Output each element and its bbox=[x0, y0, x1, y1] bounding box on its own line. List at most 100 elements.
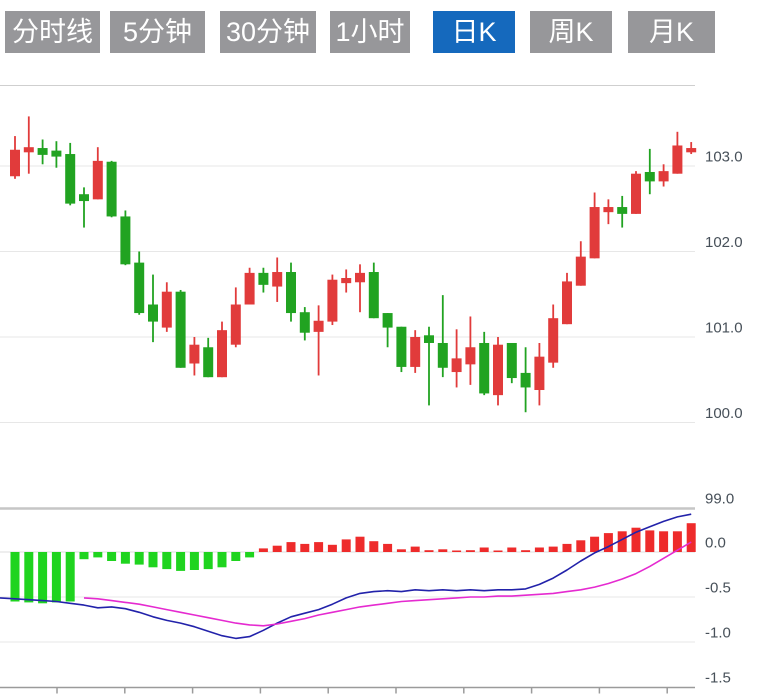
candle-body bbox=[79, 194, 89, 202]
macd-histogram-bar bbox=[258, 548, 268, 552]
candle-body bbox=[23, 147, 34, 153]
candle-body bbox=[548, 318, 559, 363]
macd-histogram-bar bbox=[10, 552, 20, 602]
macd-histogram-bar bbox=[286, 542, 296, 552]
candle-body bbox=[479, 342, 490, 394]
candle-body bbox=[120, 216, 131, 265]
candle-body bbox=[437, 342, 448, 368]
candle-body bbox=[686, 148, 697, 153]
candle-body bbox=[617, 207, 628, 214]
macd-histogram-bar bbox=[672, 531, 682, 552]
candle-body bbox=[520, 372, 531, 388]
candle-body bbox=[575, 256, 586, 286]
macd-histogram-bar bbox=[134, 552, 144, 565]
macd-histogram-bar bbox=[51, 552, 61, 603]
macd-histogram-bar bbox=[120, 552, 130, 564]
macd-histogram-bar bbox=[341, 539, 351, 552]
macd-histogram-bar bbox=[162, 552, 172, 570]
macd-histogram-bar bbox=[548, 546, 558, 552]
macd-histogram-bar bbox=[465, 550, 475, 552]
tab-30min[interactable]: 30分钟 bbox=[220, 11, 316, 53]
macd-histogram-bar bbox=[217, 552, 227, 568]
macd-histogram-bar bbox=[203, 552, 213, 570]
macd-histogram-bar bbox=[369, 541, 379, 552]
tab-weekly-k[interactable]: 周K bbox=[530, 11, 612, 53]
macd-histogram-bar bbox=[93, 552, 103, 558]
tab-monthly-k[interactable]: 月K bbox=[628, 11, 715, 53]
candle-body bbox=[644, 171, 655, 182]
candle-body bbox=[589, 207, 600, 259]
candle-body bbox=[92, 160, 103, 200]
candle-body bbox=[493, 344, 503, 396]
candle-body bbox=[424, 335, 434, 343]
candle-body bbox=[299, 312, 310, 333]
candle-body bbox=[562, 281, 572, 325]
macd-histogram-bar bbox=[438, 549, 448, 552]
candle-body bbox=[51, 150, 62, 157]
candle-body bbox=[313, 320, 324, 332]
macd-histogram-bar bbox=[590, 536, 600, 552]
macd-axis-label: -1.5 bbox=[705, 670, 731, 687]
macd-histogram-bar bbox=[231, 552, 241, 561]
macd-histogram-bar bbox=[65, 552, 75, 602]
candle-body bbox=[203, 347, 214, 378]
tab-timeline[interactable]: 分时线 bbox=[5, 11, 100, 53]
dea-line bbox=[83, 541, 692, 627]
macd-histogram-bar bbox=[176, 552, 186, 571]
candle-body bbox=[658, 171, 669, 182]
macd-histogram-bar bbox=[383, 543, 393, 552]
price-axis-label: 102.0 bbox=[705, 234, 743, 251]
macd-histogram-bar bbox=[493, 550, 503, 552]
macd-histogram-bar bbox=[410, 546, 420, 552]
candle-body bbox=[37, 148, 48, 155]
tab-daily-k[interactable]: 日K bbox=[433, 11, 515, 53]
candle-body bbox=[534, 356, 545, 391]
macd-histogram-bar bbox=[300, 543, 310, 552]
candle-body bbox=[189, 344, 200, 364]
macd-axis-label: 0.0 bbox=[705, 535, 726, 552]
macd-histogram-bar bbox=[272, 545, 282, 552]
candle-body bbox=[631, 173, 641, 214]
macd-histogram-bar bbox=[645, 530, 655, 552]
candle-body bbox=[134, 262, 145, 314]
macd-histogram-bar bbox=[245, 552, 255, 558]
price-axis-label: 101.0 bbox=[705, 320, 743, 337]
macd-histogram-bar bbox=[424, 550, 434, 552]
candle-body bbox=[106, 161, 117, 217]
candle-body bbox=[286, 272, 296, 314]
candle-body bbox=[10, 149, 20, 177]
candle-body bbox=[368, 272, 379, 319]
macd-histogram-bar bbox=[659, 531, 669, 552]
tab-5min[interactable]: 5分钟 bbox=[110, 11, 205, 53]
tab-1hour[interactable]: 1小时 bbox=[330, 11, 410, 53]
dif-line bbox=[0, 513, 692, 640]
candle-body bbox=[603, 207, 614, 213]
macd-axis-label: -0.5 bbox=[705, 580, 731, 597]
candle-body bbox=[341, 278, 352, 284]
price-axis-label: 100.0 bbox=[705, 405, 743, 422]
candle-body bbox=[175, 291, 186, 368]
macd-histogram-bar bbox=[314, 542, 324, 552]
macd-histogram-bar bbox=[355, 536, 365, 552]
macd-histogram-bar bbox=[396, 549, 406, 552]
macd-histogram-bar bbox=[631, 527, 641, 552]
macd-histogram-bar bbox=[327, 544, 337, 552]
macd-histogram-bar bbox=[38, 552, 48, 604]
candle-body bbox=[506, 342, 517, 379]
candle-body bbox=[410, 337, 421, 367]
macd-histogram-bar bbox=[617, 531, 627, 552]
candle-body bbox=[230, 304, 241, 345]
candle-body bbox=[65, 154, 76, 204]
candle-body bbox=[396, 326, 407, 367]
macd-histogram-bar bbox=[686, 523, 696, 552]
candle-body bbox=[148, 304, 158, 322]
candle-body bbox=[451, 358, 462, 373]
candle-body bbox=[217, 330, 227, 378]
macd-axis-label: -1.0 bbox=[705, 625, 731, 642]
price-axis-label: 103.0 bbox=[705, 149, 743, 166]
macd-histogram-bar bbox=[576, 540, 586, 552]
macd-histogram-bar bbox=[148, 552, 158, 568]
macd-histogram-bar bbox=[562, 543, 572, 552]
candle-body bbox=[272, 272, 283, 287]
